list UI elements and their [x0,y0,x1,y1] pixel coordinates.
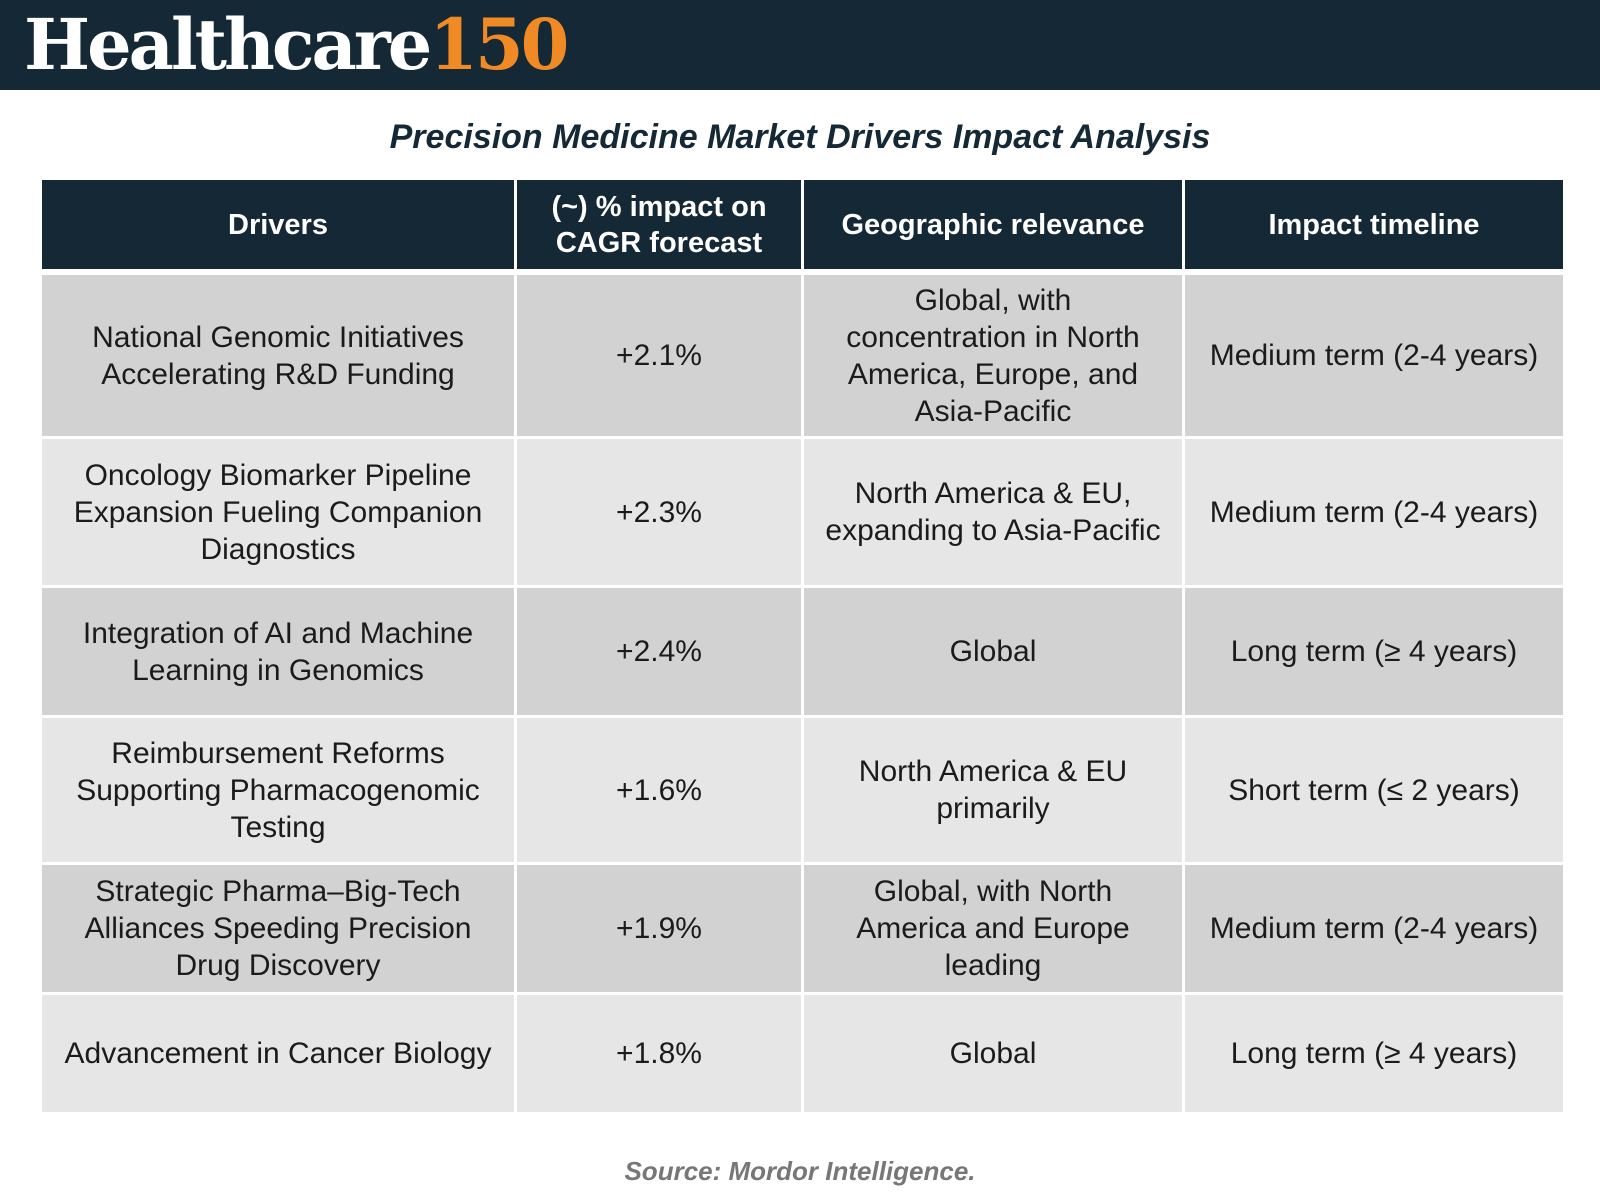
geography-cell: Global [804,588,1182,715]
table-row: Advancement in Cancer Biology +1.8% Glob… [42,995,1563,1112]
driver-cell: Advancement in Cancer Biology [42,995,514,1112]
driver-cell: National Genomic Initiatives Acceleratin… [42,275,514,436]
header-bar: Healthcare150 [0,0,1600,90]
geography-cell: Global [804,995,1182,1112]
impact-cell: +1.6% [517,718,801,862]
column-header-timeline: Impact timeline [1185,180,1563,269]
geography-cell: North America & EU primarily [804,718,1182,862]
timeline-cell: Long term (≥ 4 years) [1185,995,1563,1112]
column-header-geography: Geographic relevance [804,180,1182,269]
timeline-cell: Short term (≤ 2 years) [1185,718,1563,862]
impact-cell: +2.1% [517,275,801,436]
geography-cell: Global, with North America and Europe le… [804,865,1182,992]
impact-cell: +1.9% [517,865,801,992]
timeline-cell: Medium term (2-4 years) [1185,865,1563,992]
timeline-cell: Medium term (2-4 years) [1185,439,1563,585]
driver-cell: Strategic Pharma–Big-Tech Alliances Spee… [42,865,514,992]
driver-cell: Integration of AI and Machine Learning i… [42,588,514,715]
logo[interactable]: Healthcare150 [24,3,569,86]
logo-number-text: 150 [429,3,569,86]
table-row: Reimbursement Reforms Supporting Pharmac… [42,718,1563,862]
table-header-row: Drivers (~) % impact on CAGR forecast Ge… [42,180,1563,269]
table-row: Strategic Pharma–Big-Tech Alliances Spee… [42,865,1563,992]
impact-cell: +2.4% [517,588,801,715]
driver-cell: Oncology Biomarker Pipeline Expansion Fu… [42,439,514,585]
table-row: Oncology Biomarker Pipeline Expansion Fu… [42,439,1563,585]
column-header-drivers: Drivers [42,180,514,269]
impact-cell: +1.8% [517,995,801,1112]
impact-table-container: Drivers (~) % impact on CAGR forecast Ge… [42,180,1563,1112]
driver-cell: Reimbursement Reforms Supporting Pharmac… [42,718,514,862]
table-row: National Genomic Initiatives Acceleratin… [42,275,1563,436]
column-header-impact: (~) % impact on CAGR forecast [517,180,801,269]
logo-brand-text: Healthcare [24,3,432,86]
table-row: Integration of AI and Machine Learning i… [42,588,1563,715]
timeline-cell: Long term (≥ 4 years) [1185,588,1563,715]
impact-table: Drivers (~) % impact on CAGR forecast Ge… [39,177,1566,1115]
source-note: Source: Mordor Intelligence. [624,1156,976,1186]
timeline-cell: Medium term (2-4 years) [1185,275,1563,436]
impact-cell: +2.3% [517,439,801,585]
geography-cell: Global, with concentration in North Amer… [804,275,1182,436]
geography-cell: North America & EU, expanding to Asia-Pa… [804,439,1182,585]
page-title: Precision Medicine Market Drivers Impact… [389,118,1211,156]
